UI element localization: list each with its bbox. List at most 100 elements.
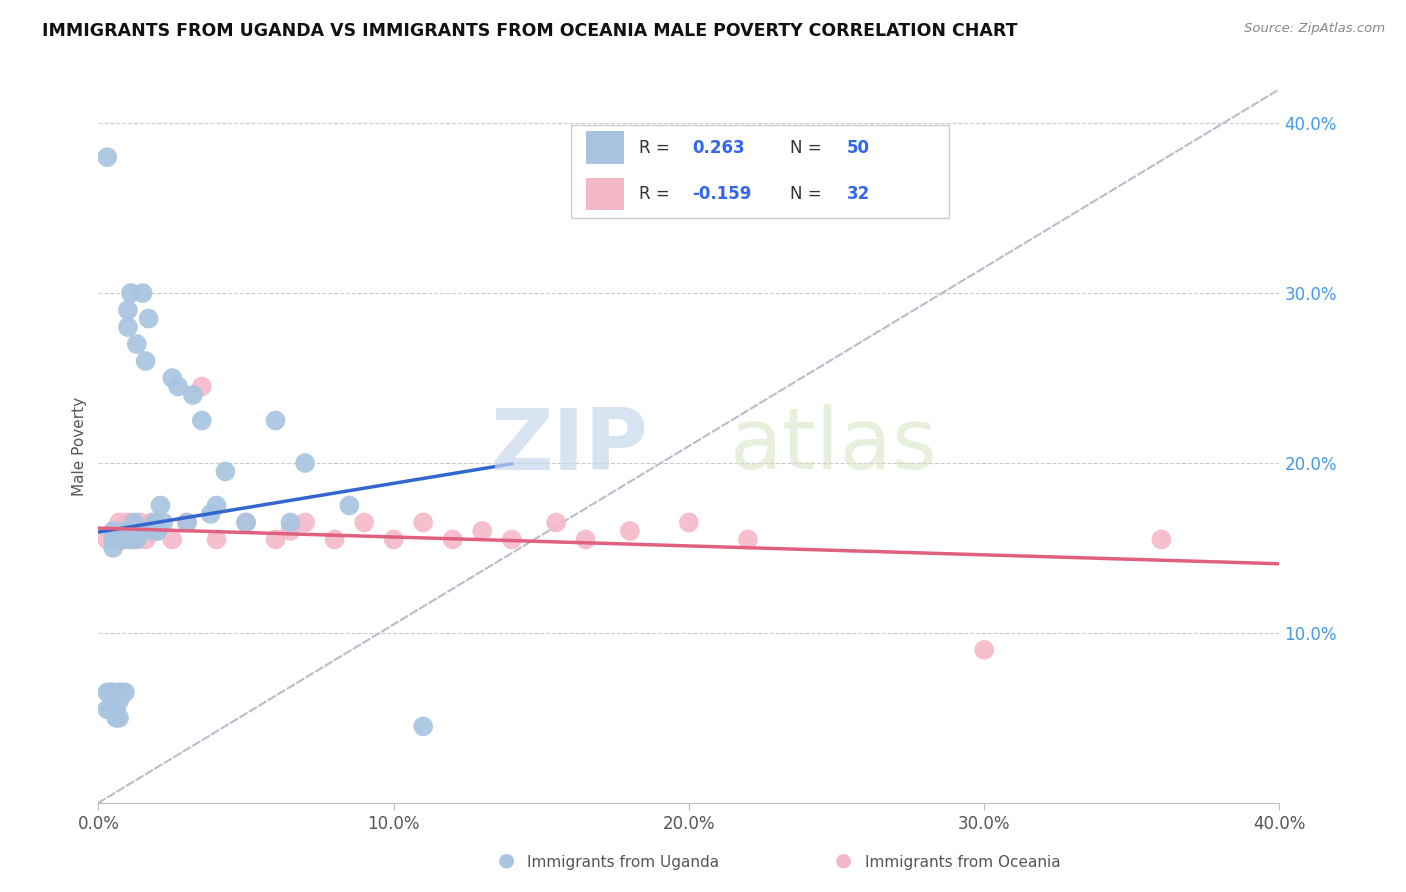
Text: ●: ● bbox=[498, 851, 515, 870]
Point bbox=[162, 371, 183, 385]
Point bbox=[546, 516, 568, 530]
Point bbox=[105, 711, 128, 725]
Y-axis label: Male Poverty: Male Poverty bbox=[72, 396, 87, 496]
Point bbox=[737, 533, 759, 547]
Point bbox=[235, 516, 257, 530]
Point bbox=[125, 337, 148, 351]
Point bbox=[96, 150, 118, 164]
Point bbox=[574, 533, 596, 547]
Point bbox=[412, 516, 434, 530]
Point bbox=[471, 524, 494, 538]
Point bbox=[103, 524, 125, 538]
Point bbox=[117, 524, 139, 538]
Point bbox=[176, 516, 198, 530]
Text: Source: ZipAtlas.com: Source: ZipAtlas.com bbox=[1244, 22, 1385, 36]
Point bbox=[205, 533, 228, 547]
Point bbox=[678, 516, 700, 530]
Point bbox=[98, 685, 121, 699]
FancyBboxPatch shape bbox=[586, 178, 624, 211]
Text: Immigrants from Uganda: Immigrants from Uganda bbox=[527, 855, 720, 870]
Point bbox=[191, 413, 214, 427]
Text: 50: 50 bbox=[846, 138, 870, 157]
Point bbox=[138, 311, 160, 326]
Point bbox=[96, 702, 118, 716]
Point bbox=[122, 516, 145, 530]
Text: R =: R = bbox=[638, 185, 675, 203]
Point bbox=[141, 516, 163, 530]
Text: IMMIGRANTS FROM UGANDA VS IMMIGRANTS FROM OCEANIA MALE POVERTY CORRELATION CHART: IMMIGRANTS FROM UGANDA VS IMMIGRANTS FRO… bbox=[42, 22, 1018, 40]
Point bbox=[108, 516, 131, 530]
Point bbox=[141, 524, 163, 538]
Point bbox=[205, 499, 228, 513]
Point bbox=[117, 516, 139, 530]
Point bbox=[108, 711, 131, 725]
Point bbox=[120, 286, 142, 301]
Text: atlas: atlas bbox=[730, 404, 938, 488]
Point bbox=[117, 303, 139, 318]
Point bbox=[412, 719, 434, 733]
Point bbox=[122, 533, 145, 547]
Point bbox=[120, 533, 142, 547]
Point bbox=[128, 516, 150, 530]
Text: 0.263: 0.263 bbox=[692, 138, 744, 157]
Point bbox=[103, 685, 125, 699]
Point bbox=[111, 533, 134, 547]
Point bbox=[323, 533, 346, 547]
Point bbox=[135, 533, 157, 547]
Point bbox=[264, 533, 287, 547]
Point bbox=[214, 465, 236, 479]
Point bbox=[200, 507, 222, 521]
Point bbox=[114, 524, 136, 538]
Point bbox=[181, 388, 204, 402]
Point bbox=[264, 413, 287, 427]
Point bbox=[278, 524, 302, 538]
Text: N =: N = bbox=[790, 185, 827, 203]
Point bbox=[501, 533, 523, 547]
Point bbox=[103, 541, 125, 555]
Text: R =: R = bbox=[638, 138, 675, 157]
Text: -0.159: -0.159 bbox=[692, 185, 751, 203]
Point bbox=[191, 379, 214, 393]
Point bbox=[98, 702, 121, 716]
Point bbox=[105, 702, 128, 716]
Point bbox=[353, 516, 375, 530]
Point bbox=[132, 286, 155, 301]
Point bbox=[128, 524, 150, 538]
Point bbox=[382, 533, 405, 547]
Text: N =: N = bbox=[790, 138, 827, 157]
Point bbox=[103, 533, 125, 547]
Point bbox=[111, 685, 134, 699]
Point bbox=[152, 516, 174, 530]
Point bbox=[176, 516, 198, 530]
Point bbox=[149, 499, 172, 513]
Text: ZIP: ZIP bbox=[489, 404, 648, 488]
Point bbox=[108, 694, 131, 708]
Text: ●: ● bbox=[835, 851, 852, 870]
FancyBboxPatch shape bbox=[571, 125, 949, 218]
Text: 32: 32 bbox=[846, 185, 870, 203]
Point bbox=[111, 533, 134, 547]
Point bbox=[162, 533, 183, 547]
Point bbox=[114, 533, 136, 547]
Point bbox=[146, 524, 169, 538]
Point bbox=[973, 643, 995, 657]
Point bbox=[135, 354, 157, 368]
Point bbox=[441, 533, 464, 547]
Point bbox=[619, 524, 641, 538]
Point bbox=[1150, 533, 1173, 547]
Point bbox=[146, 524, 169, 538]
Point bbox=[143, 516, 166, 530]
Point bbox=[108, 685, 131, 699]
Point bbox=[294, 516, 316, 530]
Point bbox=[294, 456, 316, 470]
Text: Immigrants from Oceania: Immigrants from Oceania bbox=[865, 855, 1060, 870]
Point bbox=[235, 516, 257, 530]
Point bbox=[117, 320, 139, 334]
Point bbox=[96, 533, 118, 547]
Point bbox=[125, 533, 148, 547]
Point bbox=[167, 379, 190, 393]
Point bbox=[114, 685, 136, 699]
Point bbox=[103, 685, 125, 699]
Point bbox=[278, 516, 302, 530]
Point bbox=[339, 499, 360, 513]
